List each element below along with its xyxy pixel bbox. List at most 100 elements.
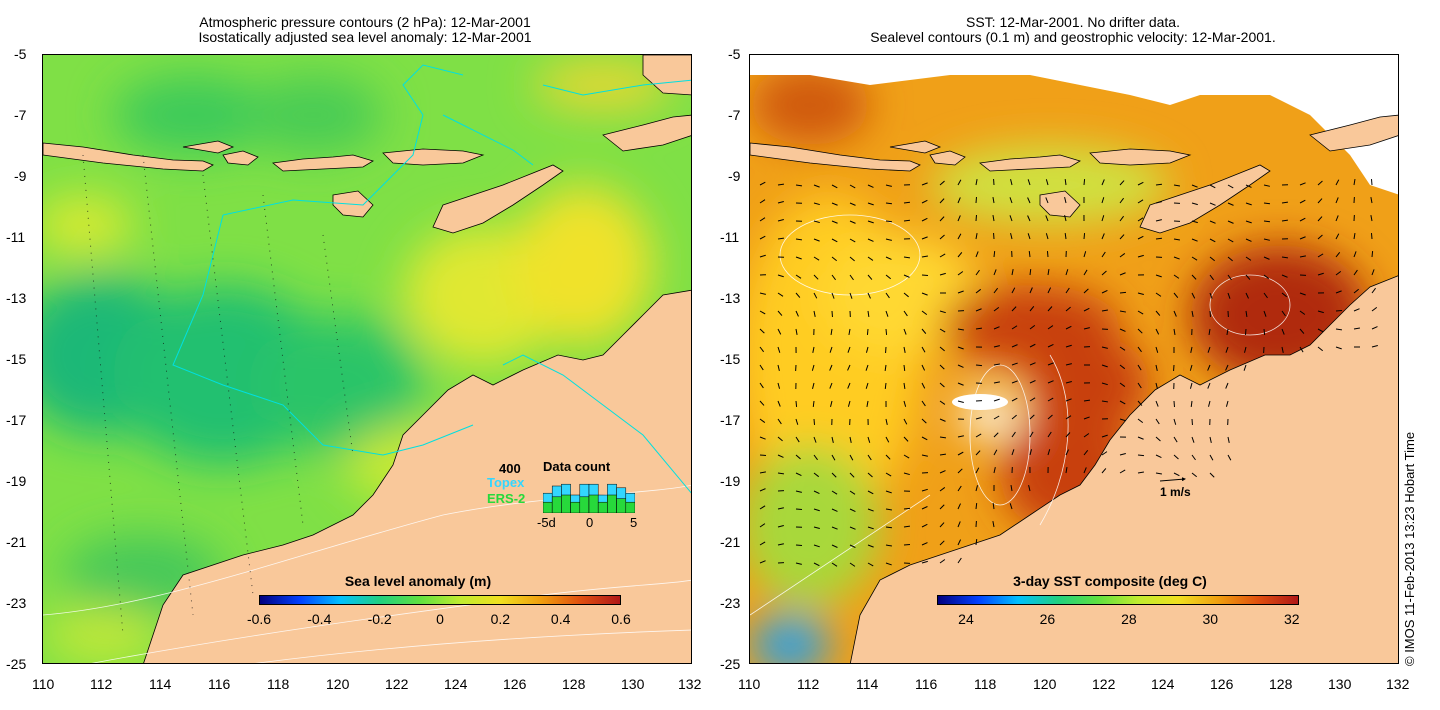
velocity-arrow [1173, 274, 1180, 279]
velocity-arrow [1317, 198, 1323, 204]
velocity-arrow [1263, 184, 1270, 187]
velocity-arrow [1335, 290, 1342, 294]
velocity-arrow [1155, 292, 1162, 297]
velocity-arrow [1155, 310, 1161, 316]
right-xtick-4: 118 [974, 676, 997, 692]
velocity-arrow [777, 524, 784, 528]
velocity-arrow [1281, 256, 1289, 259]
right-map: 1 m/s 3-day SST composite (deg C) 24 26 … [749, 54, 1399, 664]
velocity-arrow [1011, 397, 1018, 402]
velocity-arrow [993, 415, 1000, 420]
velocity-arrow [759, 235, 766, 240]
velocity-arrow [903, 472, 910, 476]
velocity-arrow [1101, 251, 1106, 258]
velocity-arrow [885, 508, 892, 511]
velocity-arrow [1137, 235, 1144, 240]
velocity-arrow [885, 544, 892, 547]
velocity-arrow [1155, 237, 1163, 240]
velocity-arrow [1263, 202, 1271, 205]
velocity-arrow [1243, 364, 1247, 371]
velocity-arrow [849, 184, 856, 189]
velocity-arrow [975, 233, 978, 240]
velocity-arrow [939, 180, 945, 186]
velocity-arrow [939, 453, 947, 456]
right-xtick-8: 126 [1210, 676, 1234, 692]
velocity-arrow [921, 382, 926, 389]
velocity-arrow [903, 274, 910, 278]
left-xtick-1: 112 [90, 676, 113, 692]
velocity-arrow [1101, 382, 1108, 386]
velocity-arrow [777, 400, 781, 407]
velocity-arrow [1209, 274, 1214, 281]
velocity-arrow [759, 292, 766, 295]
velocity-arrow [1065, 306, 1071, 312]
velocity-arrow [1155, 454, 1162, 459]
velocity-arrow [993, 449, 998, 456]
velocity-arrow [759, 199, 766, 204]
right-cbar-tick-0: 24 [958, 611, 974, 627]
velocity-arrow [831, 526, 838, 530]
velocity-arrow [1353, 269, 1358, 276]
velocity-arrow [1101, 270, 1107, 276]
velocity-arrow [921, 199, 928, 204]
velocity-arrow [957, 290, 964, 294]
velocity-arrow [1064, 178, 1067, 186]
velocity-arrow [1299, 199, 1306, 204]
wetar-babar-islands [602, 114, 691, 152]
right-ytick-3: -11 [720, 229, 740, 245]
velocity-arrow [1209, 454, 1214, 461]
right-ytick-8: -21 [720, 534, 741, 550]
inset-xtick-end: 5 [630, 515, 638, 530]
velocity-arrow [777, 328, 782, 335]
velocity-arrow [1029, 414, 1035, 420]
velocity-arrow [1335, 309, 1343, 312]
velocity-arrow [867, 562, 874, 567]
velocity-arrow [795, 310, 799, 317]
velocity-arrow [795, 472, 802, 477]
velocity-arrow [831, 184, 838, 189]
velocity-arrow [1155, 400, 1159, 407]
velocity-arrow [1155, 382, 1158, 389]
velocity-arrow [831, 292, 835, 299]
satellite-tracks [172, 64, 691, 494]
velocity-arrow [993, 381, 1000, 384]
velocity-arrow [1047, 362, 1054, 366]
left-ytick-3: -11 [6, 229, 26, 245]
velocity-arrow [1137, 400, 1143, 406]
velocity-arrow [1065, 325, 1072, 330]
velocity-arrow [939, 310, 946, 314]
left-xtick-10: 130 [621, 676, 645, 692]
velocity-arrow [1155, 328, 1160, 335]
velocity-arrow [1371, 250, 1374, 258]
velocity-arrow [831, 508, 838, 512]
velocity-arrow [921, 182, 928, 186]
velocity-arrow [848, 328, 851, 335]
velocity-arrow [849, 544, 856, 549]
velocity-arrow [975, 308, 982, 312]
right-cbar-tick-4: 32 [1283, 611, 1300, 627]
velocity-arrow [759, 382, 764, 389]
left-xtick-7: 124 [444, 676, 468, 692]
velocity-arrow [1209, 292, 1213, 299]
inset-bar-ers2 [543, 501, 553, 513]
velocity-arrow [1190, 400, 1193, 408]
velocity-arrow [1011, 431, 1016, 438]
velocity-arrow [813, 274, 819, 280]
right-ytick-5: -15 [720, 351, 741, 367]
velocity-arrow [993, 269, 997, 276]
velocity-arrow [847, 382, 851, 389]
velocity-arrow [1209, 436, 1212, 443]
velocity-arrow [1191, 310, 1194, 317]
velocity-arrow [867, 274, 873, 280]
velocity-arrow [939, 540, 945, 546]
velocity-arrow [1263, 274, 1270, 280]
velocity-arrow [975, 251, 979, 258]
velocity-arrow [921, 454, 928, 457]
left-cbar-tick-0: -0.6 [246, 611, 272, 627]
velocity-arrow [1245, 220, 1252, 224]
velocity-arrow [1155, 274, 1162, 278]
inset-xtick-mid: 0 [586, 515, 594, 530]
velocity-arrow [885, 184, 892, 187]
velocity-arrow [1281, 201, 1289, 204]
velocity-arrow [939, 216, 945, 222]
